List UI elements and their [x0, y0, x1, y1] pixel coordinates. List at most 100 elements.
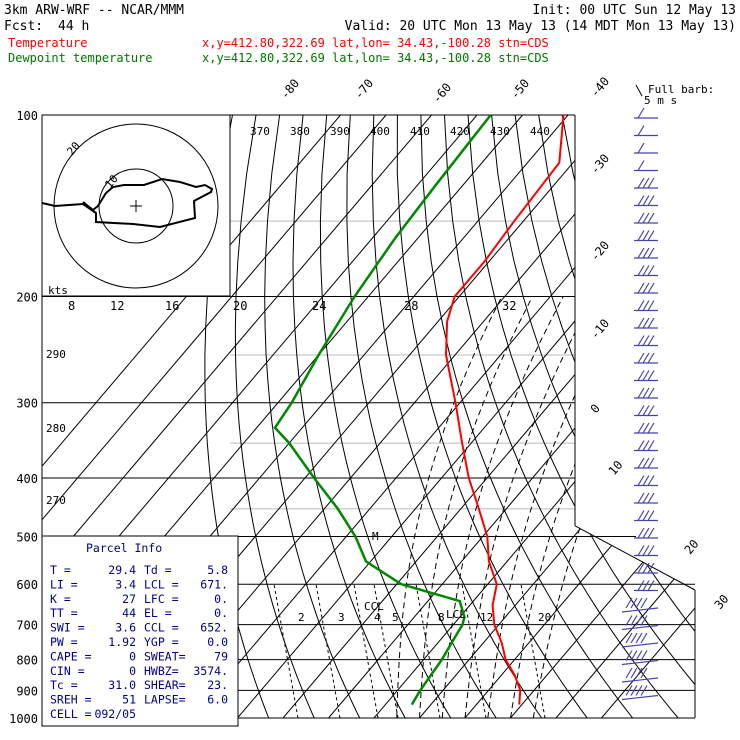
wind-barb-flag — [625, 685, 633, 696]
parcel-row-label2: LFC = — [144, 592, 179, 606]
parcel-row-label2: EL = — [144, 606, 172, 620]
theta-label-440: 440 — [530, 125, 550, 138]
temperature-tick--40: -40 — [588, 74, 613, 100]
mixing-ratio-bottom-2: 2 — [298, 611, 305, 624]
wind-barb-flag — [642, 422, 650, 434]
parcel-row-label: CELL = — [50, 707, 92, 721]
parcel-row-value2: 0. — [214, 592, 228, 606]
dry-adiabat — [655, 115, 695, 718]
wind-barb-flag — [642, 562, 650, 574]
wind-barb-flag — [642, 370, 650, 381]
init-time: Init: 00 UTC Sun 12 May 13 — [533, 3, 737, 18]
m-annotation: M — [372, 530, 379, 543]
wind-barb-flag — [635, 667, 643, 679]
wind-barb-flag — [637, 107, 645, 119]
wind-barb-flag — [637, 230, 645, 241]
parcel-row-label: LI = — [50, 577, 78, 591]
parcel-row-label: SREH = — [50, 693, 92, 707]
lcl-annotation: LCL — [446, 608, 466, 621]
parcel-row-value2: 23. — [207, 678, 228, 692]
parcel-row-value: 31.0 — [108, 678, 136, 692]
pressure-label-800: 800 — [16, 654, 38, 668]
wind-barb-flag — [647, 440, 655, 451]
parcel-row-value: 3.6 — [115, 621, 136, 635]
wind-barb-flag — [647, 300, 655, 311]
parcel-row-label: TT = — [50, 606, 78, 620]
dewpoint-location: x,y=412.80,322.69 lat,lon= 34.43,-100.28… — [202, 51, 549, 65]
parcel-row-value: 1.92 — [108, 635, 136, 649]
parcel-row-value: 092/05 — [94, 707, 136, 721]
wind-barb-flag — [625, 650, 633, 661]
wind-barb-flag — [635, 685, 643, 696]
pressure-label-500: 500 — [16, 530, 38, 544]
wind-barb-flag — [637, 457, 645, 469]
theta-labels: 370 380 390 400 410 420 430 440 290 280 270 — [46, 125, 550, 507]
wind-barb-flag — [637, 422, 645, 434]
wind-barb-flag — [630, 597, 638, 609]
dry-adiabat — [467, 115, 695, 718]
barb-legend-line2: 5 m s — [644, 94, 677, 107]
wind-barb-flag — [637, 142, 645, 154]
parcel-info-box: Parcel Info T = 29.4 Td = 5.8 LI = 3.4 LCL = 67… — [41, 535, 239, 727]
wind-barb-flag — [640, 632, 648, 644]
wind-barb-flag — [637, 317, 645, 329]
wind-barb-flag — [642, 457, 650, 469]
wind-barb-flag — [637, 405, 645, 416]
wind-barb-flag — [640, 667, 648, 679]
temperature-tick-10: 10 — [606, 458, 626, 478]
wind-barb-flag — [642, 387, 650, 399]
parcel-row-value: 0 — [129, 649, 136, 663]
wind-barb-flag — [642, 527, 650, 539]
parcel-row-value2: 0.0 — [207, 635, 228, 649]
parcel-row-value2: 652. — [200, 621, 228, 635]
parcel-row-value2: 5.8 — [207, 563, 228, 577]
parcel-row-value: 27 — [122, 592, 136, 606]
mixing-ratio-top-16: 16 — [165, 299, 179, 313]
wind-barb-flag — [647, 177, 655, 189]
wind-barb — [621, 642, 659, 648]
wind-barb-flag — [637, 335, 645, 346]
parcel-row-value2: 0. — [214, 606, 228, 620]
wind-barb-flag — [637, 212, 645, 224]
pressure-label-100: 100 — [16, 109, 38, 123]
parcel-row-label: T = — [50, 563, 71, 577]
mixing-ratio-line — [353, 584, 379, 718]
theta-label-430: 430 — [490, 125, 510, 138]
parcel-row-label: Tc = — [50, 678, 78, 692]
temperature-points — [445, 114, 564, 705]
mixing-ratio-line — [273, 584, 299, 718]
parcel-row-label: K = — [50, 592, 71, 606]
mixing-ratio-line — [315, 584, 341, 718]
mixing-ratio-top-12: 12 — [110, 299, 124, 313]
wind-barb-flag — [637, 545, 645, 556]
parcel-row-label2: SHEAR= — [144, 678, 186, 692]
mixing-ratio-bottom-20: 20 — [538, 611, 551, 624]
mixing-ratio-top-8: 8 — [68, 299, 75, 313]
parcel-row-value2: 6.0 — [207, 693, 228, 707]
mixing-ratio-bottom-12: 12 — [480, 611, 493, 624]
mixing-ratio-top-20: 20 — [233, 299, 247, 313]
wind-barb-flag — [642, 317, 650, 329]
wind-barb-flag — [637, 265, 645, 276]
parcel-info-title: Parcel Info — [86, 541, 162, 555]
parcel-row-label2: Td = — [144, 563, 172, 577]
parcel-info-frame — [41, 535, 239, 727]
pressure-label-900: 900 — [16, 684, 38, 698]
wind-barb-flag — [647, 265, 655, 276]
wind-barb-flag — [642, 230, 650, 241]
parcel-row-value2: 671. — [200, 577, 228, 591]
temperature-legend: Temperature — [8, 36, 87, 50]
wind-barb-flag — [642, 212, 650, 224]
temperature-tick--70: -70 — [352, 76, 377, 102]
wind-barb-flag — [647, 405, 655, 416]
wind-barb — [621, 607, 659, 613]
mixing-ratio-top-28: 28 — [404, 299, 418, 313]
barb-legend-icon — [635, 84, 643, 97]
mixing-ratio-top-32: 32 — [502, 299, 516, 313]
wind-barb-flag — [642, 300, 650, 311]
dry-adiabat — [234, 115, 315, 718]
wind-barb-flag — [647, 475, 655, 486]
parcel-row-value: 51 — [122, 693, 136, 707]
dry-adiabat — [608, 115, 695, 718]
wind-barb-flag — [642, 247, 650, 259]
